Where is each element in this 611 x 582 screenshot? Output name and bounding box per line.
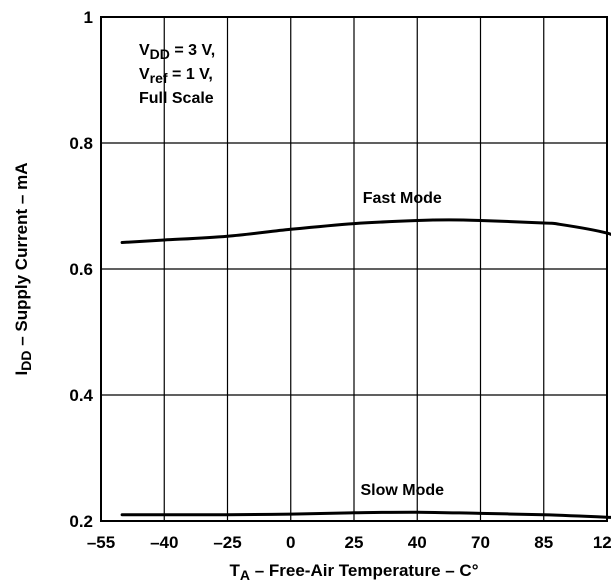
- series-label-slow-mode: Slow Mode: [360, 482, 444, 499]
- y-axis-ticks: 0.2 0.4 0.6 0.8 1: [69, 8, 93, 531]
- series: Fast Mode Slow Mode: [120, 190, 611, 519]
- y-tick-label: 0.8: [69, 134, 93, 153]
- x-axis-ticks: –55 –40 –25 0 25 40 70 85 125: [87, 533, 611, 552]
- x-tick-label: –55: [87, 533, 115, 552]
- x-tick-label: 40: [408, 533, 427, 552]
- conditions-annotation: VDD = 3 V, Vref = 1 V, Full Scale: [139, 42, 215, 107]
- x-tick-label: 70: [471, 533, 490, 552]
- x-tick-label: 125: [593, 533, 611, 552]
- y-tick-label: 1: [84, 8, 93, 27]
- condition-line: VDD = 3 V,: [139, 42, 215, 62]
- x-tick-label: 25: [345, 533, 364, 552]
- condition-line: Vref = 1 V,: [139, 66, 213, 86]
- x-tick-label: 85: [534, 533, 553, 552]
- x-tick-label: –25: [213, 533, 241, 552]
- y-tick-label: 0.2: [69, 512, 93, 531]
- y-tick-label: 0.6: [69, 260, 93, 279]
- x-axis-title: TA – Free-Air Temperature – C°: [229, 561, 478, 582]
- series-line-slow-mode: [120, 510, 611, 519]
- condition-line: Full Scale: [139, 90, 214, 107]
- series-label-fast-mode: Fast Mode: [363, 190, 442, 207]
- series-line-fast-mode: [120, 218, 611, 244]
- plot-frame: [100, 16, 608, 522]
- x-tick-label: 0: [286, 533, 295, 552]
- x-tick-label: –40: [150, 533, 178, 552]
- grid: [101, 17, 607, 521]
- y-tick-label: 0.4: [69, 386, 93, 405]
- y-axis-title: IDD – Supply Current – mA: [12, 163, 34, 376]
